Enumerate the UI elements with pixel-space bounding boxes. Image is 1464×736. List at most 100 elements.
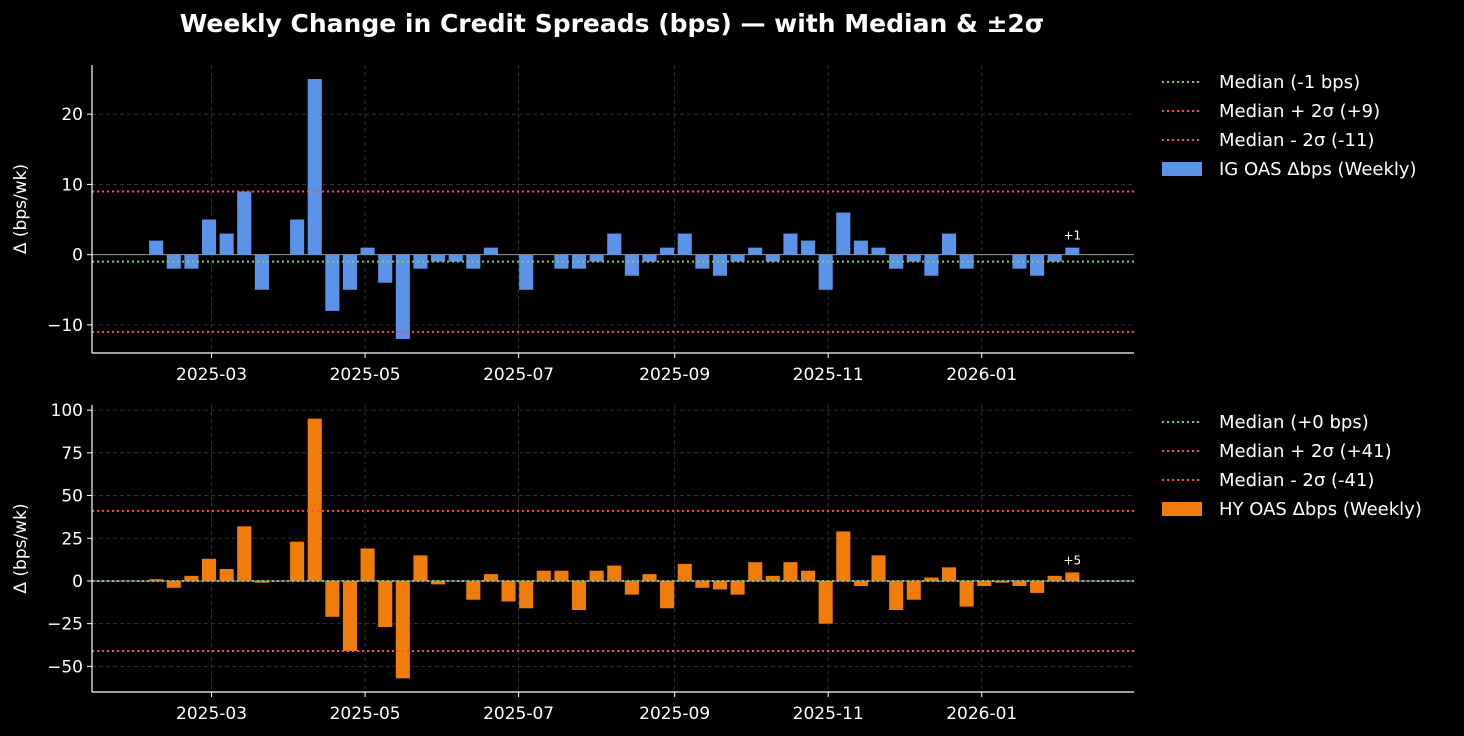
hy-bar [483,574,498,581]
ig-legend-series-label: IG OAS Δbps (Weekly) [1219,159,1417,180]
hy-bar [730,580,745,595]
hy-y-tick-label: 75 [61,444,83,464]
ig-bar [924,254,939,276]
hy-bar [906,580,921,600]
hy-bar [748,562,763,581]
hy-bar [413,555,428,581]
hy-legend-upper-label: Median + 2σ (+41) [1219,441,1392,462]
ig-bar [959,254,974,269]
hy-x-tick-label: 2025-03 [176,704,247,724]
hy-y-tick-label: 0 [72,572,83,592]
ig-y-axis-label: Δ (bps/wk) [11,164,31,254]
ig-bar [325,254,340,311]
ig-bar [783,233,798,255]
ig-x-tick-label: 2026-01 [946,365,1017,385]
hy-bar [378,580,393,628]
ig-x-tick-label: 2025-09 [639,365,710,385]
hy-bar [924,577,939,581]
hy-bar [554,570,569,581]
hy-x-tick-label: 2025-09 [639,704,710,724]
hy-bar [1047,575,1062,581]
hy-bar [695,580,710,588]
ig-bar [149,240,164,255]
hy-bar [166,580,181,588]
hy-bar [466,580,481,600]
hy-y-axis-label: Δ (bps/wk) [11,503,31,593]
ig-bar [801,240,816,255]
ig-legend-upper-label: Median + 2σ (+9) [1219,101,1380,122]
hy-bar [536,570,551,581]
ig-bar [1047,254,1062,262]
ig-x-tick-label: 2025-07 [483,365,554,385]
hy-legend-series-label: HY OAS Δbps (Weekly) [1219,499,1422,520]
hy-bar [712,580,728,590]
hy-panel: +5 −50 −25 0 25 50 75 100 2025-03 2025-05 2025-07 2… [11,401,1422,724]
hy-bar [184,575,199,581]
hy-bar [677,563,692,581]
hy-bar [395,580,410,679]
hy-bar [642,574,657,581]
ig-bar [748,247,763,255]
ig-bar [201,219,217,255]
ig-legend-lower-label: Median - 2σ (-11) [1219,130,1374,151]
ig-bar [254,254,269,290]
hy-x-tick-label: 2025-05 [330,704,401,724]
ig-bar [290,219,305,255]
hy-bar [977,580,992,587]
ig-bar [765,254,780,262]
hy-bar [219,569,234,581]
ig-y-tick-label: −10 [47,316,83,336]
hy-bar [836,531,851,581]
hy-bar [307,418,322,581]
ig-bar [360,247,375,255]
ig-y-tick-label: 10 [61,175,83,195]
hy-bar [941,567,957,581]
ig-bar [395,254,410,339]
ig-bar [483,247,498,255]
hy-bar [1030,580,1045,593]
ig-bar [237,191,252,255]
hy-x-tick-label: 2026-01 [946,704,1017,724]
ig-bar [642,254,657,262]
chart-title: Weekly Change in Credit Spreads (bps) — … [180,9,1045,38]
ig-bar [448,254,463,262]
ig-bar [624,254,639,276]
hy-y-tick-label: 100 [51,401,83,421]
hy-bar [360,548,375,581]
ig-bar [677,233,692,255]
hy-legend-lower-label: Median - 2σ (-41) [1219,470,1374,491]
ig-x-tick-label: 2025-05 [330,365,401,385]
hy-x-tick-label: 2025-07 [483,704,554,724]
hy-y-tick-label: −50 [47,657,83,677]
ig-bar [818,254,833,290]
hy-x-tick-label: 2025-11 [793,704,864,724]
hy-bar [201,558,217,581]
ig-bar [413,254,428,269]
hy-bar [290,541,305,581]
hy-bar [519,580,534,609]
hy-last-value-label: +5 [1063,553,1081,567]
ig-bar [378,254,393,283]
hy-bar [994,580,1009,583]
hy-bar [660,580,675,609]
ig-bar [184,254,199,269]
hy-bar [889,580,904,610]
ig-bar [941,233,957,255]
ig-bar [219,233,234,255]
hy-bar [149,579,164,581]
ig-bar [342,254,358,290]
hy-y-tick-label: −25 [47,615,83,635]
hy-bar [871,555,886,581]
ig-y-tick-label: 20 [61,105,83,125]
hy-bar [818,580,833,624]
hy-bar [431,580,446,585]
ig-bar [307,79,322,255]
ig-bar [712,254,728,276]
hy-bar [571,580,587,610]
ig-bar [1012,254,1027,269]
ig-bar [554,254,569,269]
hy-bar [325,580,340,617]
ig-bar [730,254,745,262]
ig-bar [607,233,622,255]
